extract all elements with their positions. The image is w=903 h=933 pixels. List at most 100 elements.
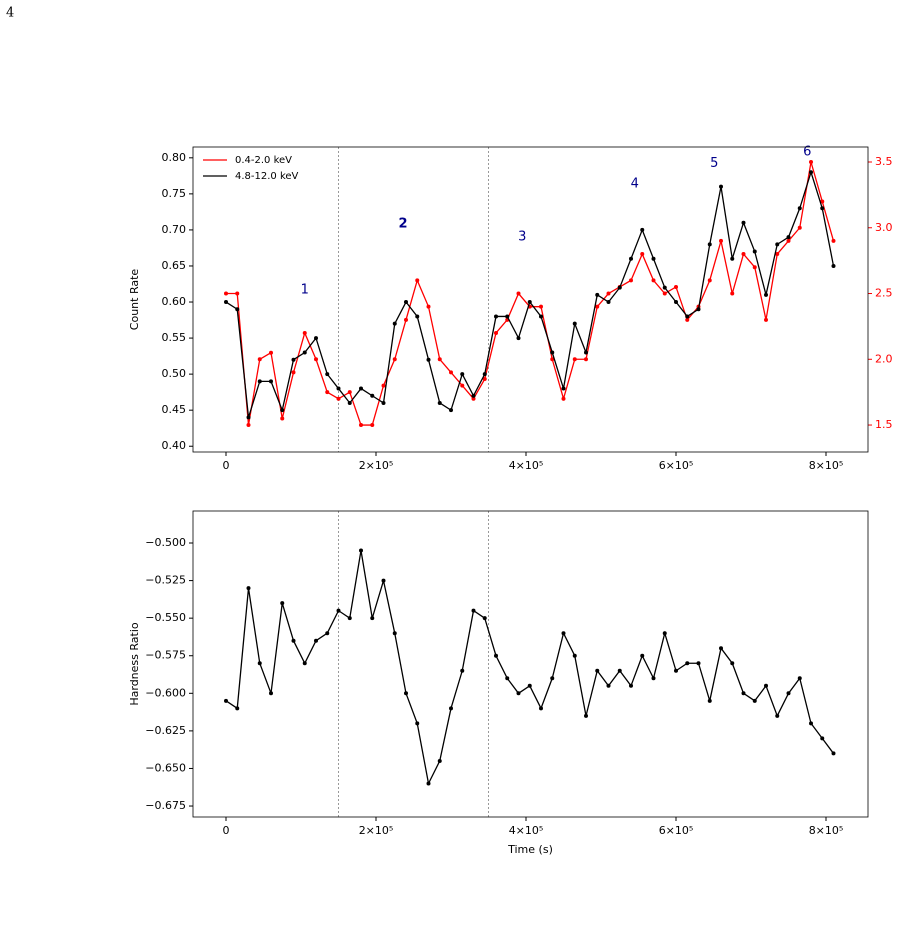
data-point — [696, 307, 701, 312]
data-point — [224, 300, 228, 305]
data-point — [550, 676, 555, 681]
data-point — [291, 638, 296, 643]
data-point — [482, 377, 487, 382]
data-point — [381, 578, 386, 583]
data-point — [809, 721, 813, 726]
data-point — [527, 683, 532, 688]
x-tick-label: 6×10⁵ — [659, 824, 694, 837]
data-point — [291, 370, 296, 375]
data-point — [752, 698, 757, 703]
annotation: 6 — [803, 145, 811, 160]
data-point — [539, 314, 543, 319]
data-point — [730, 661, 735, 666]
y-tick-label: −0.525 — [145, 574, 186, 587]
data-point — [494, 330, 498, 335]
y-tick-label: 0.75 — [162, 187, 187, 200]
data-point — [494, 653, 498, 658]
y-tick-label: −0.575 — [145, 649, 186, 662]
data-point — [685, 314, 690, 319]
data-point — [640, 227, 645, 232]
data-point — [741, 252, 746, 257]
data-point — [584, 357, 588, 362]
y2-tick-label: 2.5 — [875, 287, 893, 300]
data-point — [572, 321, 577, 326]
data-point — [595, 292, 600, 297]
data-point — [662, 291, 667, 296]
data-point — [505, 676, 510, 681]
annotation: 2 — [398, 217, 407, 232]
data-point — [831, 751, 836, 756]
data-point — [651, 278, 656, 283]
y-tick-label: 0.55 — [162, 331, 187, 344]
data-point — [820, 736, 825, 741]
y-tick-label: 0.60 — [162, 295, 187, 308]
data-point — [561, 631, 566, 636]
data-point — [415, 314, 420, 319]
data-line — [225, 550, 835, 786]
data-point — [347, 400, 352, 405]
data-point — [426, 781, 431, 786]
data-point — [539, 706, 543, 711]
data-point — [752, 249, 757, 254]
data-point — [730, 256, 735, 261]
data-point — [561, 386, 566, 391]
data-point — [741, 220, 746, 225]
data-point — [516, 691, 521, 696]
data-point — [505, 314, 510, 319]
data-point — [786, 238, 791, 243]
data-point — [336, 386, 341, 391]
data-point — [359, 548, 363, 553]
data-point — [494, 314, 498, 319]
data-point — [325, 631, 330, 636]
data-point — [561, 396, 566, 401]
x-tick-label: 6×10⁵ — [659, 459, 694, 472]
y-tick-label: −0.600 — [145, 686, 186, 699]
data-point — [471, 393, 476, 398]
y-tick-label: 0.50 — [162, 367, 187, 380]
data-point — [302, 350, 307, 355]
data-point — [629, 278, 633, 283]
data-point — [347, 616, 352, 621]
data-point — [685, 317, 690, 322]
y-tick-label: 0.70 — [162, 223, 187, 236]
data-point — [707, 698, 712, 703]
data-point — [572, 357, 577, 362]
data-point — [786, 235, 791, 240]
data-point — [584, 713, 588, 718]
data-point — [381, 400, 386, 405]
y-tick-label: 0.80 — [162, 151, 187, 164]
data-point — [797, 206, 802, 211]
data-point — [426, 304, 431, 309]
data-point — [392, 357, 397, 362]
data-point — [775, 713, 780, 718]
y-tick-label: −0.650 — [145, 761, 186, 774]
y-tick-label: −0.550 — [145, 611, 186, 624]
data-point — [752, 265, 757, 270]
y2-tick-label: 1.5 — [875, 418, 893, 431]
data-point — [370, 616, 375, 621]
data-point — [831, 263, 836, 268]
data-point — [629, 683, 633, 688]
y-axis-label: Hardness Ratio — [128, 622, 141, 706]
data-point — [809, 170, 813, 175]
x-tick-label: 0 — [223, 824, 230, 837]
data-point — [302, 661, 307, 666]
data-point — [651, 676, 656, 681]
data-line — [225, 170, 835, 418]
data-point — [392, 321, 397, 326]
data-point — [302, 330, 307, 335]
data-point — [617, 668, 622, 673]
data-point — [764, 292, 768, 297]
data-point — [359, 423, 363, 428]
data-point — [314, 638, 318, 643]
data-line — [226, 161, 835, 426]
plot-frame — [192, 510, 869, 818]
annotation: 1 — [301, 282, 309, 297]
y2-tick-label: 2.0 — [875, 352, 893, 365]
data-point — [404, 691, 408, 696]
data-point — [235, 291, 240, 296]
data-point — [269, 350, 273, 355]
data-point — [381, 383, 386, 388]
data-point — [471, 396, 476, 401]
